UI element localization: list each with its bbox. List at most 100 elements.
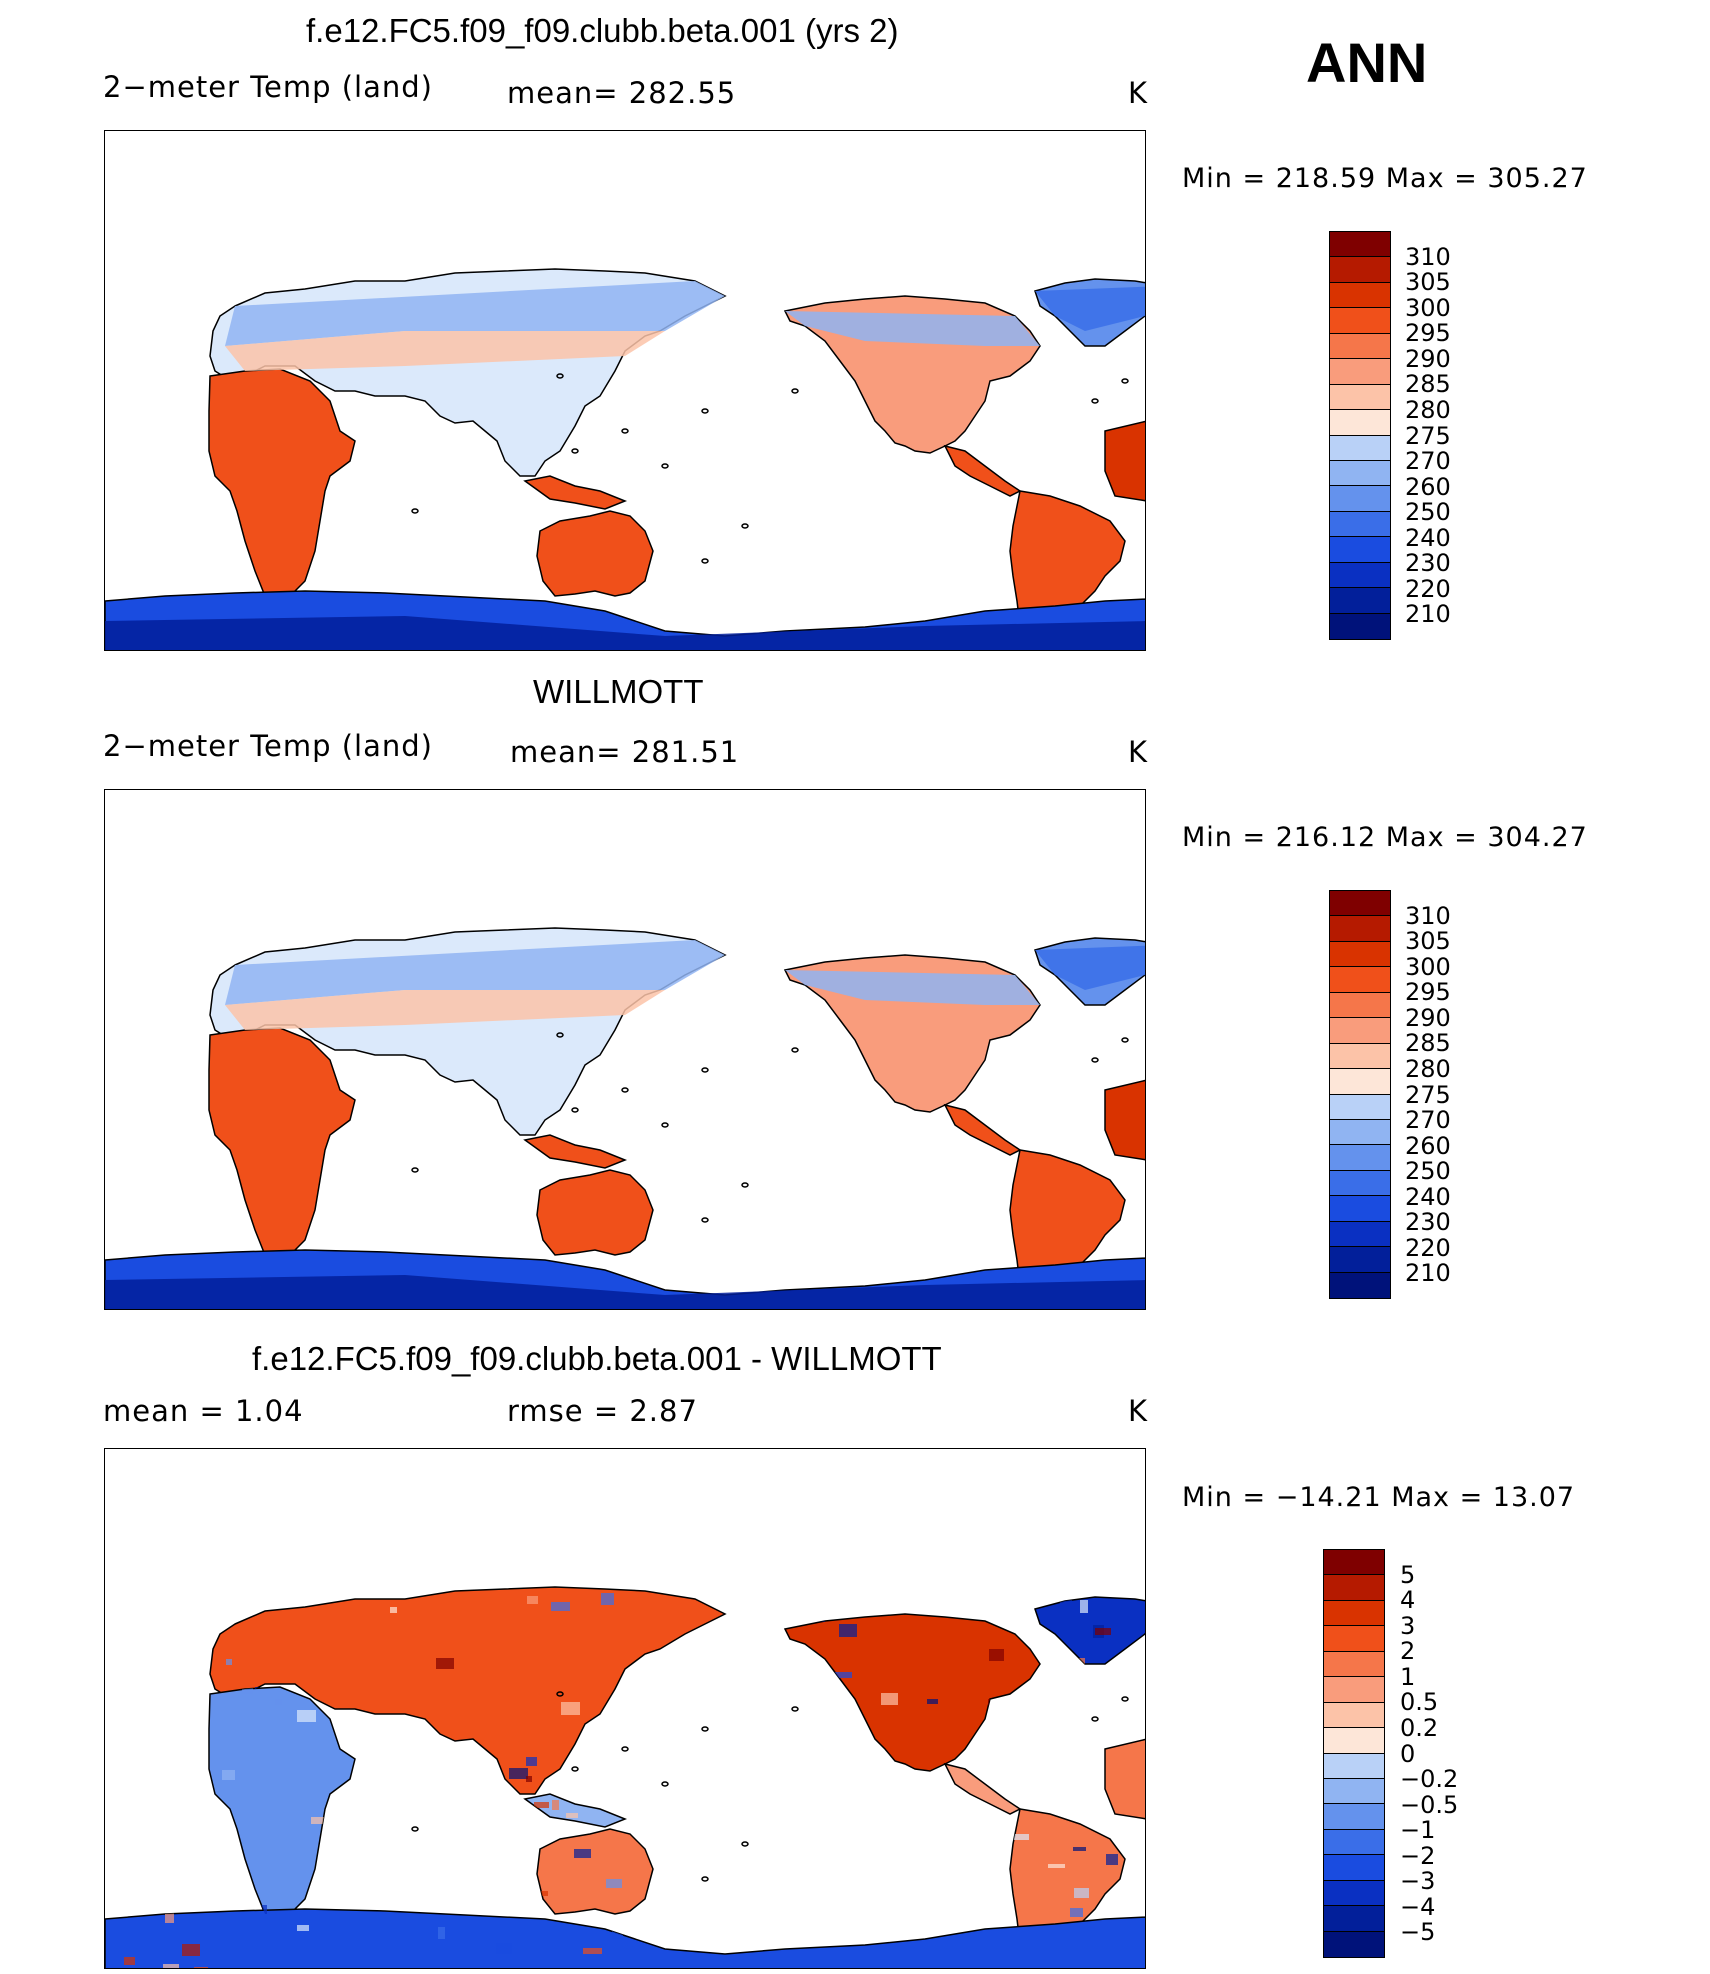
island-outline — [621, 1087, 629, 1093]
colorbar-tick-label: 240 — [1405, 1182, 1451, 1211]
landmass-australia — [536, 1828, 654, 1915]
colorbar-tick-label: −1 — [1400, 1816, 1436, 1845]
landmass-greenland — [1034, 1596, 1145, 1665]
island-outline — [701, 558, 709, 564]
island-outline — [621, 1746, 629, 1752]
panel-1-variable-label: 2−meter Temp (land) — [103, 70, 433, 104]
colorbar-swatch — [1330, 359, 1390, 385]
difference-speckle-group — [537, 1849, 622, 1896]
colorbar-tick-label: −5 — [1400, 1918, 1436, 1947]
colorbar-tick-label: 1 — [1400, 1662, 1416, 1691]
panel-1-colorbar — [1329, 231, 1391, 640]
colorbar-swatch — [1330, 1119, 1390, 1146]
island-outline — [701, 1876, 709, 1882]
panel-2-variable-label: 2−meter Temp (land) — [103, 729, 433, 763]
colorbar-tick-label: 300 — [1405, 952, 1451, 981]
panel-3-map — [104, 1448, 1146, 1969]
colorbar-swatch — [1330, 1221, 1390, 1248]
colorbar-swatch — [1324, 1753, 1384, 1779]
colorbar-tick-label: 305 — [1405, 927, 1451, 956]
colorbar-swatch — [1330, 613, 1390, 639]
island-outline — [701, 1217, 709, 1223]
landmass-seasia — [523, 1793, 628, 1828]
colorbar-swatch — [1330, 435, 1390, 461]
colorbar-swatch — [1330, 588, 1390, 614]
colorbar-tick-label: 2 — [1400, 1637, 1416, 1666]
colorbar-swatch — [1330, 1145, 1390, 1171]
colorbar-swatch — [1330, 511, 1390, 538]
island-outline — [1121, 378, 1129, 384]
colorbar-tick-label: 310 — [1405, 901, 1451, 930]
island-outline — [791, 388, 799, 394]
colorbar-tick-label: −4 — [1400, 1892, 1436, 1921]
colorbar-swatch — [1330, 232, 1390, 258]
colorbar-swatch — [1330, 891, 1390, 917]
panel-3-colorbar — [1323, 1549, 1385, 1958]
temperature-band — [785, 311, 1040, 346]
colorbar-tick-label: 295 — [1405, 319, 1451, 348]
island-outline — [661, 1781, 669, 1787]
colorbar-swatch — [1330, 992, 1390, 1019]
landmass-africa — [208, 1686, 356, 1915]
colorbar-tick-label: 230 — [1405, 1208, 1451, 1237]
colorbar-tick-label: 305 — [1405, 268, 1451, 297]
landmass-northam — [783, 1613, 1041, 1772]
colorbar-swatch — [1324, 1829, 1384, 1856]
colorbar-swatch — [1330, 1247, 1390, 1273]
temperature-band — [225, 940, 725, 1005]
panel-1-units: K — [1128, 76, 1149, 110]
temperature-band — [105, 1275, 1145, 1309]
temperature-band — [225, 990, 665, 1030]
colorbar-swatch — [1324, 1626, 1384, 1652]
island-outline — [791, 1047, 799, 1053]
landmass-centralam — [943, 444, 1022, 497]
colorbar-tick-label: 3 — [1400, 1611, 1416, 1640]
panel-2-colorbar — [1329, 890, 1391, 1299]
colorbar-swatch — [1330, 1069, 1390, 1095]
colorbar-tick-label: 210 — [1405, 1259, 1451, 1288]
panel-1-mean-label: mean= 282.55 — [507, 76, 737, 110]
panel-1-map — [104, 130, 1146, 651]
temperature-band — [785, 970, 1040, 1005]
island-outline — [556, 1032, 564, 1038]
colorbar-swatch — [1330, 967, 1390, 993]
colorbar-tick-label: 275 — [1405, 1080, 1451, 1109]
colorbar-tick-label: 300 — [1405, 293, 1451, 322]
colorbar-swatch — [1330, 1043, 1390, 1070]
colorbar-swatch — [1324, 1906, 1384, 1932]
colorbar-tick-label: 220 — [1405, 1233, 1451, 1262]
island-outline — [556, 1691, 564, 1697]
island-outline — [1091, 398, 1099, 404]
island-outline — [701, 1726, 709, 1732]
temperature-band — [225, 281, 725, 346]
island-outline — [661, 463, 669, 469]
colorbar-tick-label: −3 — [1400, 1867, 1436, 1896]
colorbar-tick-label: 0 — [1400, 1739, 1416, 1768]
panel-2-mean-label: mean= 281.51 — [510, 735, 740, 769]
colorbar-swatch — [1330, 1094, 1390, 1120]
colorbar-tick-label: 290 — [1405, 344, 1451, 373]
temperature-band — [1035, 286, 1145, 331]
colorbar-swatch — [1330, 333, 1390, 360]
colorbar-tick-label: −0.2 — [1400, 1765, 1459, 1794]
colorbar-swatch — [1330, 410, 1390, 436]
island-outline — [621, 428, 629, 434]
landmass-seasia — [523, 1134, 628, 1169]
landmass-antarctica — [105, 1908, 1145, 1968]
colorbar-swatch — [1324, 1728, 1384, 1754]
panel-2-map — [104, 789, 1146, 1310]
colorbar-tick-label: −2 — [1400, 1841, 1436, 1870]
colorbar-swatch — [1330, 282, 1390, 309]
panel-3-rmse-label: rmse = 2.87 — [507, 1394, 698, 1428]
panel-3-mean-label: mean = 1.04 — [103, 1394, 304, 1428]
panel-1-title: f.e12.FC5.f09_f09.clubb.beta.001 (yrs 2) — [306, 12, 899, 49]
colorbar-swatch — [1324, 1575, 1384, 1601]
colorbar-tick-label: 230 — [1405, 549, 1451, 578]
colorbar-swatch — [1330, 941, 1390, 968]
landmass-seasia — [523, 475, 628, 510]
panel-2-units: K — [1128, 735, 1149, 769]
landmass-eurasia — [209, 1586, 727, 1795]
landmass-centralam — [943, 1103, 1022, 1156]
landmass-westafrica — [1104, 1738, 1145, 1820]
colorbar-swatch — [1330, 1272, 1390, 1298]
